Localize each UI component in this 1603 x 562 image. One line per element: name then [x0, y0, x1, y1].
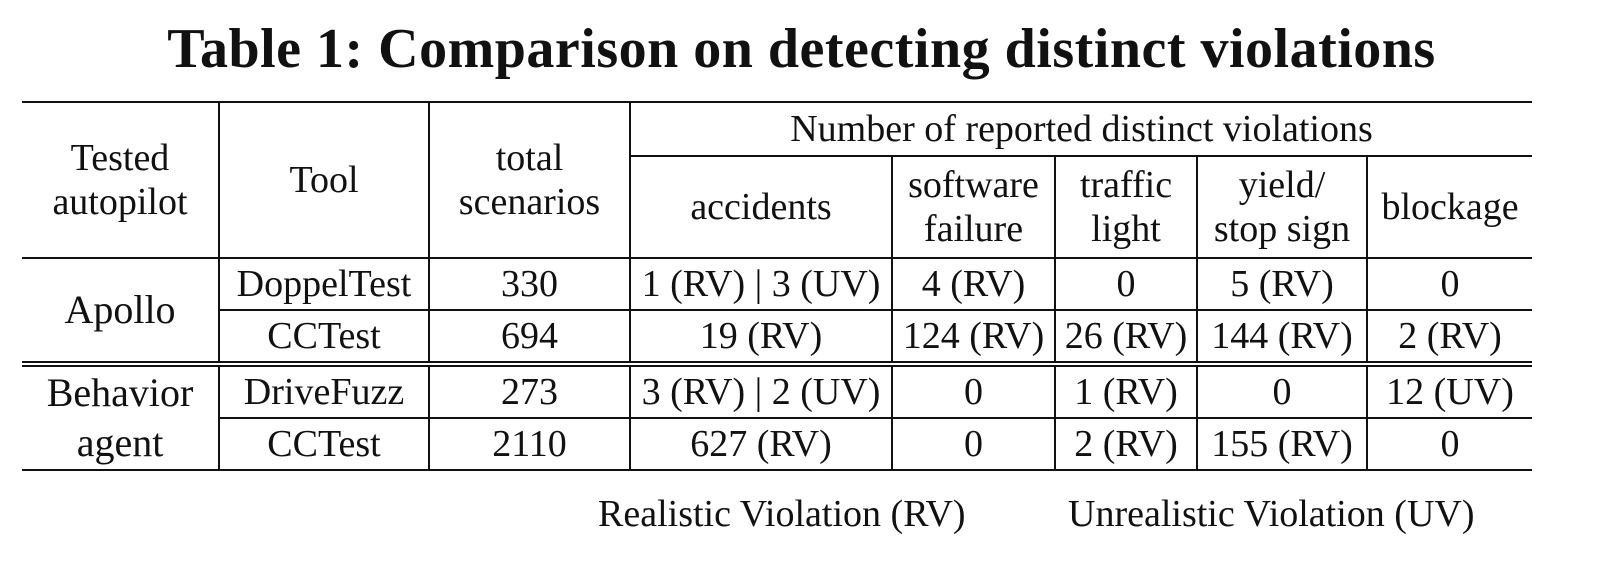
- cell-software: 124 (RV): [892, 310, 1056, 364]
- cell-total: 694: [429, 310, 631, 364]
- header-yield-line1: yield/: [1238, 164, 1326, 206]
- header-row-2: accidents software failure traffic light…: [22, 156, 1533, 259]
- cell-accidents: 1 (RV) | 3 (UV): [630, 258, 893, 311]
- header-blockage: blockage: [1367, 156, 1533, 259]
- cell-tool: CCTest: [219, 418, 430, 471]
- header-tested-autopilot-line2: autopilot: [52, 181, 188, 223]
- header-yield-line2: stop sign: [1213, 208, 1351, 250]
- cell-total: 273: [429, 361, 631, 419]
- cell-blockage: 0: [1367, 418, 1533, 471]
- cell-software: 4 (RV): [892, 258, 1056, 311]
- cell-tool: DriveFuzz: [219, 361, 430, 419]
- header-tested-autopilot-line1: Tested: [70, 137, 170, 179]
- cell-traffic: 0: [1055, 258, 1198, 311]
- cell-software: 0: [892, 418, 1056, 471]
- table-row: CCTest 2110 627 (RV) 0 2 (RV) 155 (RV) 0: [22, 418, 1533, 471]
- cell-yield: 5 (RV): [1197, 258, 1368, 311]
- header-traffic-light: traffic light: [1055, 156, 1198, 259]
- table-row: CCTest 694 19 (RV) 124 (RV) 26 (RV) 144 …: [22, 310, 1532, 364]
- header-total-scenarios: total scenarios: [429, 101, 631, 259]
- header-total-scenarios-line2: scenarios: [458, 181, 601, 223]
- header-software-line2: failure: [923, 208, 1024, 250]
- cell-yield: 0: [1197, 361, 1368, 419]
- cell-traffic: 2 (RV): [1055, 418, 1198, 471]
- header-traffic-line1: traffic: [1079, 164, 1173, 206]
- group-label-line1: Behavior: [46, 370, 194, 415]
- results-table: Tested autopilot Tool total scenarios Nu…: [22, 101, 1533, 471]
- cell-total: 330: [429, 258, 631, 311]
- group-label-behavior-agent: Behavior agent: [22, 361, 220, 471]
- header-traffic-line2: light: [1091, 208, 1161, 250]
- table-row: Apollo DoppelTest 330 1 (RV) | 3 (UV) 4 …: [22, 258, 1533, 364]
- cell-accidents: 3 (RV) | 2 (UV): [630, 361, 893, 419]
- table-row: Behavior agent DriveFuzz 273 3 (RV) | 2 …: [22, 361, 1533, 471]
- group-label-line2: agent: [76, 420, 164, 465]
- header-software-failure: software failure: [892, 156, 1056, 259]
- group-label-apollo: Apollo: [22, 258, 220, 364]
- cell-tool: DoppelTest: [219, 258, 430, 311]
- cell-tool: CCTest: [219, 310, 430, 364]
- cell-traffic: 1 (RV): [1055, 361, 1198, 419]
- header-tested-autopilot: Tested autopilot: [22, 101, 220, 259]
- legend-realistic-violation: Realistic Violation (RV): [598, 493, 966, 535]
- cell-total: 2110: [429, 418, 631, 471]
- header-row-1: Tested autopilot Tool total scenarios Nu…: [22, 101, 1533, 259]
- table-caption: Table 1: Comparison on detecting distinc…: [167, 18, 1436, 80]
- cell-yield: 155 (RV): [1197, 418, 1368, 471]
- header-accidents: accidents: [630, 156, 893, 259]
- legend-unrealistic-violation: Unrealistic Violation (UV): [1068, 493, 1475, 535]
- header-tool: Tool: [219, 101, 430, 259]
- header-violations-group: Number of reported distinct violations: [630, 101, 1533, 157]
- header-total-scenarios-line1: total: [495, 137, 564, 179]
- cell-blockage: 12 (UV): [1367, 361, 1533, 419]
- cell-accidents: 19 (RV): [630, 310, 893, 364]
- cell-yield: 144 (RV): [1197, 310, 1368, 364]
- cell-software: 0: [892, 361, 1056, 419]
- cell-accidents: 627 (RV): [630, 418, 893, 471]
- cell-blockage: 0: [1367, 258, 1533, 311]
- cell-traffic: 26 (RV): [1055, 310, 1198, 364]
- header-yield-stop-sign: yield/ stop sign: [1197, 156, 1368, 259]
- cell-blockage: 2 (RV): [1398, 315, 1502, 357]
- header-software-line1: software: [908, 164, 1039, 206]
